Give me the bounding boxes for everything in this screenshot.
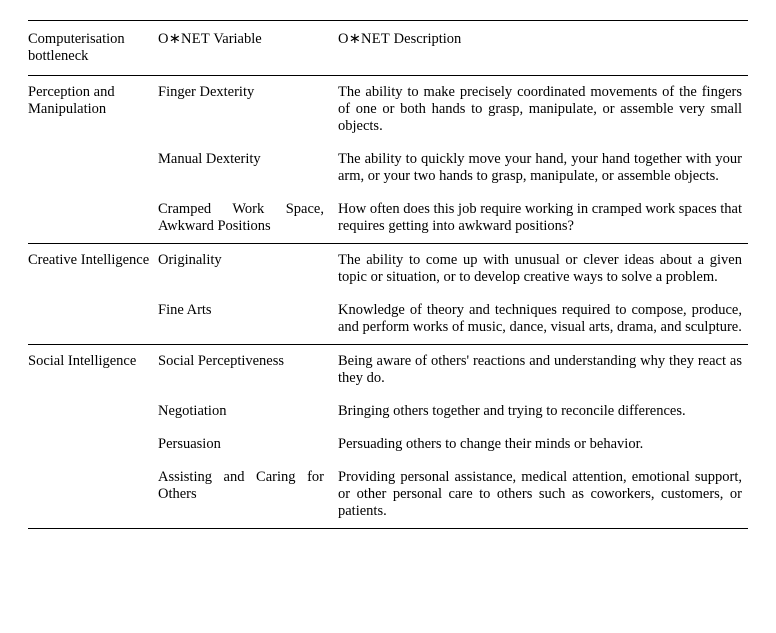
table-row: Assisting and Caring for OthersProviding… [28, 461, 748, 529]
header-variable-word: Variable [210, 31, 262, 47]
description-cell: Persuading others to change their minds … [338, 428, 748, 461]
header-desc-star: ∗ [349, 31, 361, 47]
description-cell: Being aware of others' reactions and und… [338, 345, 748, 396]
variable-cell: Social Perceptiveness [158, 345, 338, 396]
table-row: Social IntelligenceSocial Perceptiveness… [28, 345, 748, 396]
header-desc-suffix: NET [361, 31, 390, 47]
variable-cell: Fine Arts [158, 294, 338, 345]
table-row: Cramped Work Space, Awkward PositionsHow… [28, 193, 748, 244]
bottleneck-cell [28, 143, 158, 193]
bottleneck-cell [28, 395, 158, 428]
description-cell: Knowledge of theory and techniques requi… [338, 294, 748, 345]
bottleneck-cell: Perception and Manipulation [28, 76, 158, 144]
header-variable: O∗NET Variable [158, 21, 338, 76]
table-row: Perception and ManipulationFinger Dexter… [28, 76, 748, 144]
variable-cell: Finger Dexterity [158, 76, 338, 144]
header-row: Computerisation bottleneck O∗NET Variabl… [28, 21, 748, 76]
bottleneck-cell: Creative Intelligence [28, 244, 158, 295]
table-row: PersuasionPersuading others to change th… [28, 428, 748, 461]
description-cell: How often does this job require working … [338, 193, 748, 244]
bottleneck-cell [28, 193, 158, 244]
bottleneck-cell [28, 461, 158, 529]
table-body: Computerisation bottleneck O∗NET Variabl… [28, 21, 748, 529]
table-row: Fine ArtsKnowledge of theory and techniq… [28, 294, 748, 345]
variable-cell: Originality [158, 244, 338, 295]
onet-table: Computerisation bottleneck O∗NET Variabl… [28, 20, 748, 529]
header-desc-word: Description [390, 31, 461, 47]
description-cell: The ability to quickly move your hand, y… [338, 143, 748, 193]
bottleneck-cell [28, 428, 158, 461]
variable-cell: Cramped Work Space, Awkward Positions [158, 193, 338, 244]
table-row: Creative IntelligenceOriginalityThe abil… [28, 244, 748, 295]
variable-cell: Assisting and Caring for Others [158, 461, 338, 529]
table-row: NegotiationBringing others together and … [28, 395, 748, 428]
description-cell: Providing personal assistance, medical a… [338, 461, 748, 529]
header-desc-prefix: O [338, 31, 349, 47]
variable-cell: Manual Dexterity [158, 143, 338, 193]
variable-cell: Negotiation [158, 395, 338, 428]
header-description: O∗NET Description [338, 21, 748, 76]
variable-cell: Persuasion [158, 428, 338, 461]
header-variable-star: ∗ [169, 31, 181, 47]
bottleneck-cell [28, 294, 158, 345]
table-row: Manual DexterityThe ability to quickly m… [28, 143, 748, 193]
description-cell: The ability to make precisely coordinate… [338, 76, 748, 144]
header-variable-prefix: O [158, 31, 169, 47]
description-cell: The ability to come up with unusual or c… [338, 244, 748, 295]
description-cell: Bringing others together and trying to r… [338, 395, 748, 428]
bottleneck-cell: Social Intelligence [28, 345, 158, 396]
header-bottleneck: Computerisation bottleneck [28, 21, 158, 76]
header-variable-suffix: NET [181, 31, 210, 47]
